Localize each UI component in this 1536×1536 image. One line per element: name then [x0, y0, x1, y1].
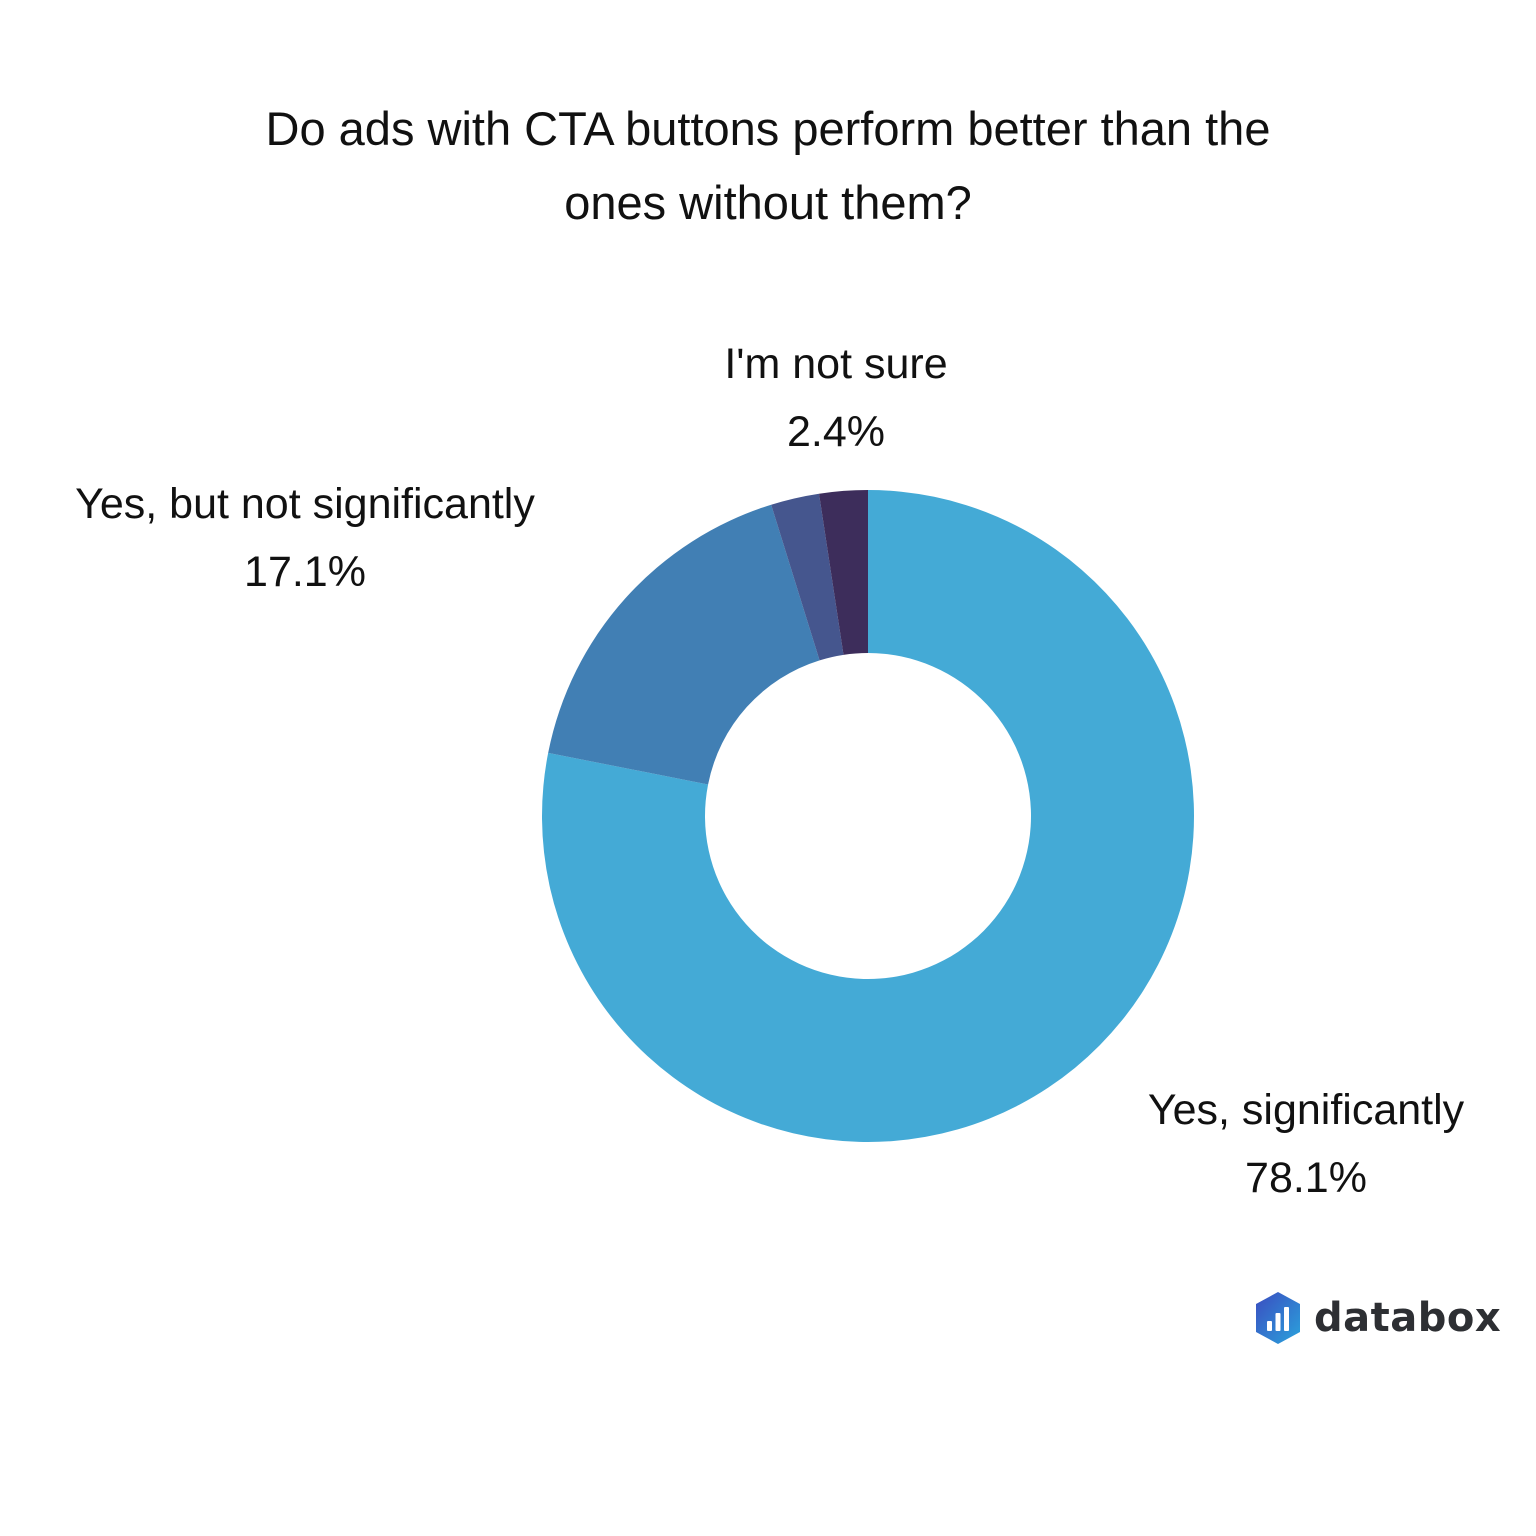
databox-logo: databox [1254, 1290, 1501, 1346]
donut-slice-2 [771, 493, 844, 661]
label-not-sure-value: 2.4% [786, 408, 885, 456]
label-yes-not-significantly-name: Yes, but not significantly [75, 480, 535, 528]
label-yes-significantly-value: 78.1% [1245, 1154, 1367, 1202]
label-not-sure-name: I'm not sure [724, 340, 948, 388]
label-yes-significantly-name: Yes, significantly [1147, 1086, 1465, 1134]
chart-title-line-2: ones without them? [564, 176, 972, 229]
databox-logo-icon [1256, 1292, 1300, 1344]
label-not-sure: I'm not sure 2.4% [720, 330, 952, 466]
donut-slice-0 [542, 490, 1194, 1142]
label-yes-significantly: Yes, significantly 78.1% [1120, 1076, 1492, 1212]
donut-slice-1 [548, 504, 820, 785]
chart-title-line-1: Do ads with CTA buttons perform better t… [265, 102, 1271, 155]
chart-title: Do ads with CTA buttons perform better t… [0, 92, 1536, 240]
databox-logo-text: databox [1314, 1295, 1502, 1341]
donut-slice-3 [819, 490, 868, 655]
label-yes-not-significantly-value: 17.1% [244, 548, 366, 596]
label-yes-not-significantly: Yes, but not significantly 17.1% [40, 470, 570, 606]
